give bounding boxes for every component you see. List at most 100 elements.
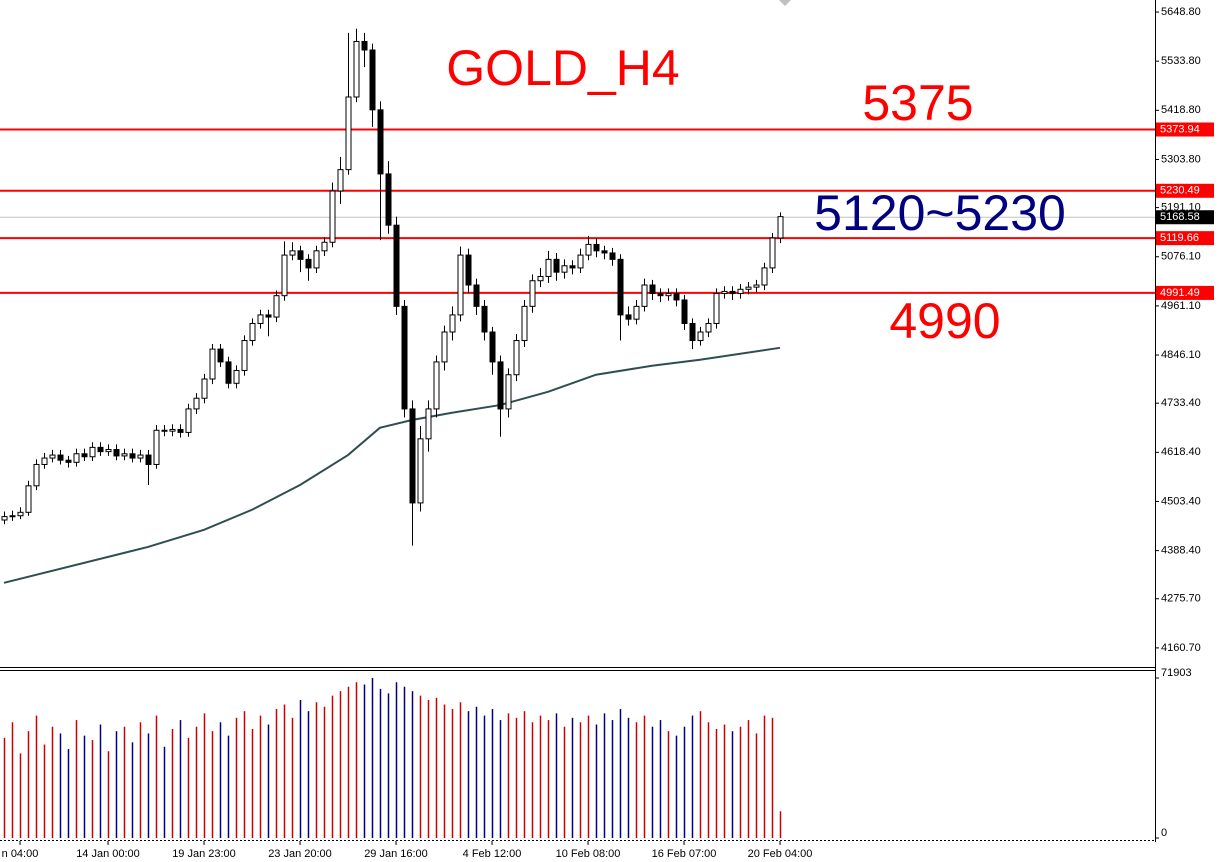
level-label: 5119.66 xyxy=(1160,232,1199,244)
candle-body xyxy=(281,254,288,297)
candle-body xyxy=(385,173,392,226)
candle-body xyxy=(473,284,480,307)
candle-body xyxy=(9,515,16,518)
chart-title: GOLD_H4 xyxy=(446,40,679,96)
candle-body xyxy=(513,340,520,376)
candle-body xyxy=(321,241,328,252)
candle-body xyxy=(721,290,728,295)
candle-body xyxy=(201,378,208,399)
candle-body xyxy=(17,511,24,517)
candle-body xyxy=(553,258,560,273)
candle-body xyxy=(593,243,600,252)
candle-body xyxy=(121,453,128,457)
candle-body xyxy=(425,408,432,440)
candle-body xyxy=(289,250,296,256)
candle-body xyxy=(209,348,216,380)
candle-body xyxy=(713,293,720,324)
candle-body xyxy=(129,453,136,459)
y-tick-label: 4733.40 xyxy=(1161,397,1201,409)
candle-body xyxy=(569,265,576,269)
candle-body xyxy=(297,250,304,260)
shift-marker xyxy=(779,0,791,6)
candle-body xyxy=(65,459,72,463)
candle-body xyxy=(1,516,8,521)
annotation: 5120~5230 xyxy=(814,185,1066,241)
candle-body xyxy=(105,449,112,453)
candle-body xyxy=(761,267,768,286)
candle-body xyxy=(393,224,400,307)
candle-body xyxy=(489,331,496,363)
candle-body xyxy=(25,485,32,513)
level-label: 5373.94 xyxy=(1160,123,1200,135)
candle-body xyxy=(777,216,784,239)
y-tick-label: 4961.10 xyxy=(1161,300,1201,312)
candle-body xyxy=(169,428,176,432)
candle-body xyxy=(185,408,192,433)
candle-body xyxy=(81,453,88,458)
candle-body xyxy=(705,322,712,333)
candle-body xyxy=(49,454,56,459)
candle-body xyxy=(457,254,464,316)
y-tick-label: 4846.10 xyxy=(1161,349,1201,361)
candle-body xyxy=(337,169,344,192)
candle-body xyxy=(521,305,528,342)
x-tick-label: 20 Feb 04:00 xyxy=(748,848,813,860)
candle-body xyxy=(769,237,776,269)
candle-body xyxy=(177,428,184,433)
level-box xyxy=(1156,285,1214,300)
candle-body xyxy=(505,374,512,410)
candle-body xyxy=(409,408,416,504)
candle-body xyxy=(665,293,672,297)
y-tick-label: 5303.80 xyxy=(1161,153,1201,165)
candle-body xyxy=(681,299,688,324)
candle-body xyxy=(33,463,40,487)
candle-body xyxy=(753,284,760,288)
candle-body xyxy=(561,265,568,273)
y-tick-label: 4275.70 xyxy=(1161,593,1201,605)
y-tick-label: 4503.40 xyxy=(1161,495,1201,507)
candle-body xyxy=(217,348,224,363)
candle-body xyxy=(265,314,272,318)
y-tick-label: 4160.70 xyxy=(1161,642,1201,654)
candle-body xyxy=(545,258,552,277)
level-label: 5230.49 xyxy=(1160,185,1200,197)
candle-body xyxy=(673,293,680,301)
level-label: 4991.49 xyxy=(1160,287,1200,299)
candle-body xyxy=(329,190,336,243)
level-box xyxy=(1156,122,1214,137)
candle-body xyxy=(273,295,280,318)
candle-body xyxy=(361,40,368,51)
candle-body xyxy=(617,258,624,316)
candle-body xyxy=(345,96,352,171)
annotation: 4990 xyxy=(889,293,1000,349)
candle-body xyxy=(449,314,456,333)
level-box xyxy=(1156,183,1214,198)
candle-body xyxy=(401,305,408,410)
annotation: 5375 xyxy=(862,75,973,131)
x-tick-label: 16 Feb 07:00 xyxy=(652,848,717,860)
candle-body xyxy=(729,290,736,295)
candle-body xyxy=(481,305,488,333)
candle-body xyxy=(153,429,160,465)
current-price-box xyxy=(1156,210,1214,225)
candle-body xyxy=(313,250,320,269)
candle-body xyxy=(161,429,168,432)
candle-body xyxy=(689,322,696,342)
candle-body xyxy=(377,109,384,175)
volume-tick-label: 71903 xyxy=(1161,667,1192,679)
candle-body xyxy=(305,258,312,269)
candle-body xyxy=(633,305,640,320)
candle-body xyxy=(257,314,264,324)
candle-body xyxy=(697,331,704,342)
candle-body xyxy=(353,40,360,98)
y-tick-label: 5418.80 xyxy=(1161,104,1201,116)
candle-body xyxy=(57,454,64,461)
candle-body xyxy=(433,361,440,410)
candle-body xyxy=(137,454,144,459)
candle-body xyxy=(537,275,544,282)
volume-tick-label: 0 xyxy=(1161,827,1167,839)
y-tick-label: 5533.80 xyxy=(1161,55,1201,67)
candle-body xyxy=(657,293,664,297)
candle-body xyxy=(369,49,376,111)
